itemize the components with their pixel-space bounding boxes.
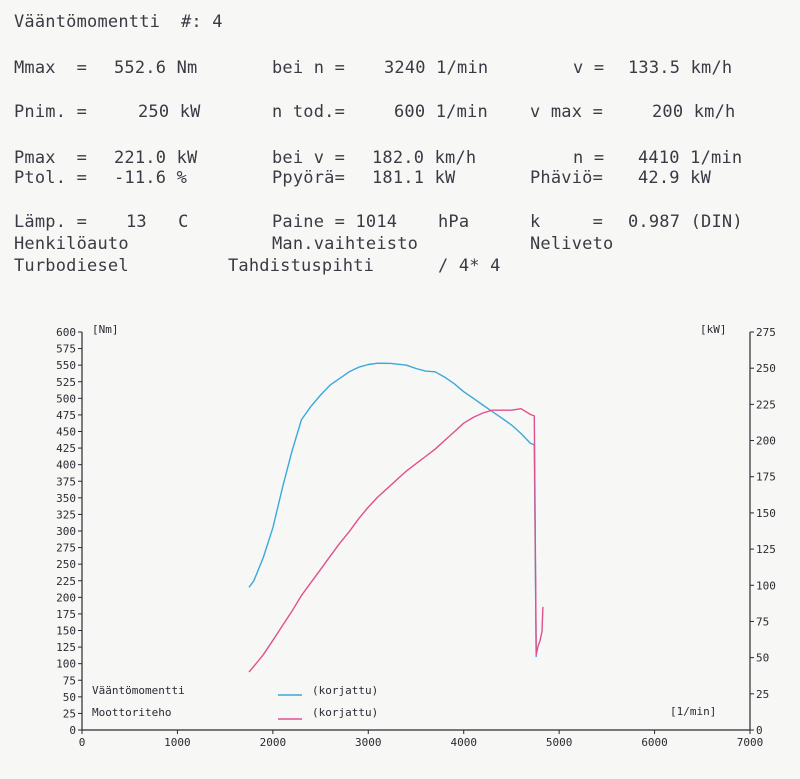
wheel-power-label: Ppyörä= bbox=[272, 168, 346, 188]
ptol-value: -11.6 % bbox=[114, 168, 188, 188]
x-tick-label: 5000 bbox=[546, 736, 573, 749]
nactual-value: 600 1/min bbox=[394, 102, 488, 122]
right-tick-label: 150 bbox=[756, 507, 776, 520]
left-tick-label: 175 bbox=[56, 608, 76, 621]
left-tick-label: 25 bbox=[63, 707, 76, 720]
right-tick-label: 50 bbox=[756, 652, 769, 665]
pmax-rpm-label: n = bbox=[573, 148, 605, 168]
left-tick-label: 50 bbox=[63, 691, 76, 704]
pnom-value: 250 kW bbox=[138, 102, 201, 122]
legend-label-power: Moottoriteho bbox=[92, 706, 171, 719]
legend-label-torque: Vääntömomentti bbox=[92, 684, 185, 697]
left-tick-label: 500 bbox=[56, 392, 76, 405]
left-axis-unit: [Nm] bbox=[92, 323, 119, 336]
mmax-speed-value: 133.5 km/h bbox=[628, 58, 733, 78]
x-tick-label: 6000 bbox=[641, 736, 668, 749]
vehicle-type: Henkilöauto bbox=[14, 234, 129, 254]
pmax-speed-value: 182.0 km/h bbox=[372, 148, 477, 168]
right-tick-label: 275 bbox=[756, 326, 776, 339]
left-tick-label: 525 bbox=[56, 376, 76, 389]
left-tick-label: 125 bbox=[56, 641, 76, 654]
report-title: Vääntömomentti #: 4 bbox=[14, 12, 223, 32]
din-factor-value: 0.987 (DIN) bbox=[628, 212, 743, 232]
legend-note-power: (korjattu) bbox=[312, 706, 378, 719]
pressure-unit: hPa bbox=[438, 212, 470, 232]
chart-legend: Vääntömomentti Moottoriteho (korjattu) (… bbox=[92, 684, 378, 720]
pnom-label: Pnim. = bbox=[14, 102, 88, 122]
gearbox-type: Man.vaihteisto bbox=[272, 234, 419, 254]
right-tick-label: 250 bbox=[756, 362, 776, 375]
left-tick-label: 100 bbox=[56, 658, 76, 671]
left-tick-label: 275 bbox=[56, 542, 76, 555]
left-tick-label: 225 bbox=[56, 575, 76, 588]
pmax-rpm-value: 4410 1/min bbox=[638, 148, 743, 168]
left-tick-label: 300 bbox=[56, 525, 76, 538]
x-tick-label: 0 bbox=[79, 736, 86, 749]
left-tick-label: 400 bbox=[56, 459, 76, 472]
x-tick-label: 2000 bbox=[260, 736, 287, 749]
left-tick-label: 600 bbox=[56, 326, 76, 339]
x-tick-label: 7000 bbox=[737, 736, 764, 749]
loss-power-label: Phäviö= bbox=[530, 168, 604, 188]
vmax-label: v max = bbox=[530, 102, 604, 122]
left-tick-label: 325 bbox=[56, 508, 76, 521]
nactual-label: n tod.= bbox=[272, 102, 346, 122]
left-tick-label: 425 bbox=[56, 442, 76, 455]
series-line-power bbox=[248, 407, 544, 673]
right-tick-label: 75 bbox=[756, 615, 769, 628]
dyno-report-header: Vääntömomentti #: 4 Mmax = 552.6 Nm bei … bbox=[0, 0, 800, 290]
din-factor-label: k = bbox=[530, 212, 604, 232]
left-tick-label: 550 bbox=[56, 359, 76, 372]
left-tick-label: 375 bbox=[56, 475, 76, 488]
mmax-rpm-value: 3240 1/min bbox=[384, 58, 489, 78]
series-line-torque bbox=[248, 362, 537, 658]
drive-type: Neliveto bbox=[530, 234, 614, 254]
mmax-speed-label: v = bbox=[573, 58, 605, 78]
mmax-value: 552.6 Nm bbox=[114, 58, 198, 78]
pmax-value: 221.0 kW bbox=[114, 148, 198, 168]
pmax-label: Pmax = bbox=[14, 148, 88, 168]
x-axis-unit: [1/min] bbox=[670, 705, 716, 718]
x-tick-label: 4000 bbox=[450, 736, 477, 749]
mmax-label: Mmax = bbox=[14, 58, 88, 78]
right-tick-label: 175 bbox=[756, 471, 776, 484]
mmax-rpm-label: bei n = bbox=[272, 58, 346, 78]
right-tick-label: 200 bbox=[756, 435, 776, 448]
left-tick-label: 575 bbox=[56, 343, 76, 356]
left-tick-label: 75 bbox=[63, 674, 76, 687]
engine-type: Turbodiesel bbox=[14, 256, 129, 276]
right-axis-unit: [kW] bbox=[700, 323, 727, 336]
right-tick-label: 0 bbox=[756, 724, 763, 737]
x-tick-label: 1000 bbox=[164, 736, 191, 749]
legend-note-torque: (korjattu) bbox=[312, 684, 378, 697]
torque-power-chart: 0255075100125150175200225250275300325350… bbox=[56, 323, 776, 749]
series-lines bbox=[248, 362, 544, 673]
x-axis-ticks: 0 1000 2000 3000 4000 5000 6000 7000 bbox=[79, 730, 764, 749]
right-tick-label: 125 bbox=[756, 543, 776, 556]
left-tick-label: 150 bbox=[56, 625, 76, 638]
x-tick-label: 3000 bbox=[355, 736, 382, 749]
left-tick-label: 350 bbox=[56, 492, 76, 505]
right-axis-ticks: 0 25 50 75 100 125 150 175 200 225 250 275 bbox=[750, 326, 776, 737]
left-tick-label: 200 bbox=[56, 591, 76, 604]
right-tick-label: 225 bbox=[756, 398, 776, 411]
temp-value: 13 C bbox=[126, 212, 189, 232]
right-tick-label: 25 bbox=[756, 688, 769, 701]
pmax-speed-label: bei v = bbox=[272, 148, 346, 168]
pickup-type: Tahdistuspihti bbox=[228, 256, 375, 276]
pressure-label: Paine = 1014 bbox=[272, 212, 398, 232]
ptol-label: Ptol. = bbox=[14, 168, 88, 188]
left-axis-ticks: 0 25 50 75 100 125 150 175 200 225 250 275 300 325 350… bbox=[56, 326, 82, 737]
right-tick-label: 100 bbox=[756, 579, 776, 592]
left-tick-label: 450 bbox=[56, 426, 76, 439]
left-tick-label: 250 bbox=[56, 558, 76, 571]
vmax-value: 200 km/h bbox=[652, 102, 736, 122]
loss-power-value: 42.9 kW bbox=[638, 168, 712, 188]
left-tick-label: 0 bbox=[69, 724, 76, 737]
wheel-power-value: 181.1 kW bbox=[372, 168, 456, 188]
gear-ratio: / 4* 4 bbox=[438, 256, 501, 276]
chart-axes bbox=[81, 332, 751, 731]
left-tick-label: 475 bbox=[56, 409, 76, 422]
temp-label: Lämp. = bbox=[14, 212, 88, 232]
